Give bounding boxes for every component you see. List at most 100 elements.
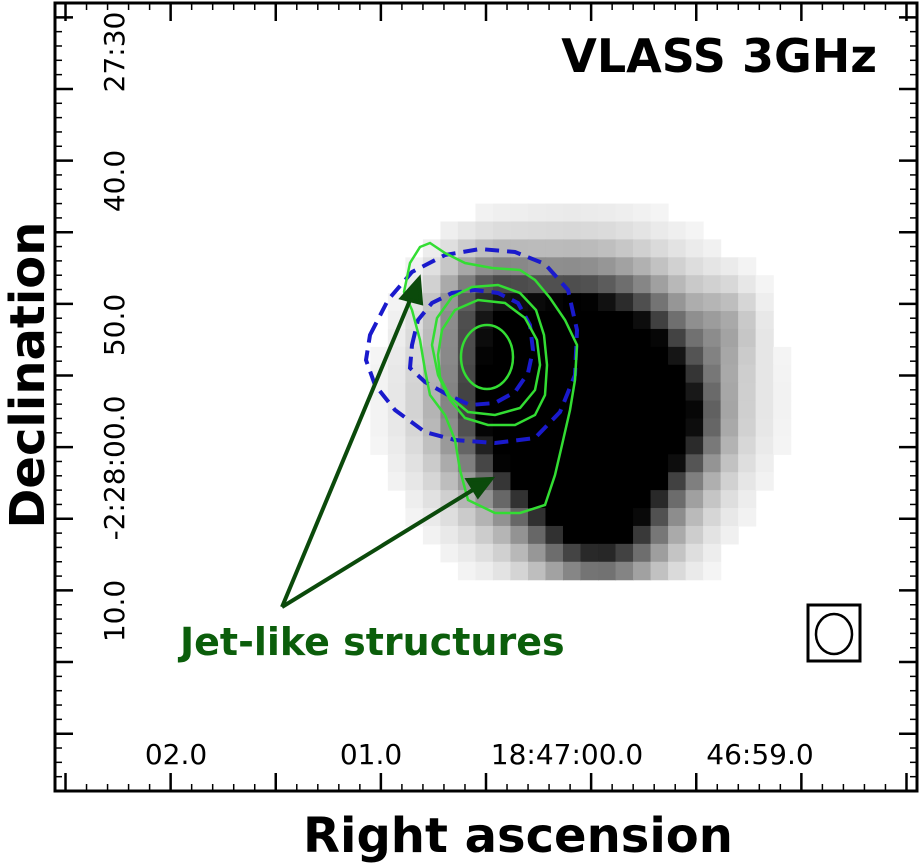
image-pixel bbox=[405, 436, 424, 455]
image-pixel bbox=[650, 257, 669, 276]
image-pixel bbox=[703, 257, 722, 276]
image-pixel bbox=[422, 418, 441, 437]
image-pixel bbox=[598, 257, 617, 276]
jet-annotation: Jet-like structures bbox=[177, 620, 565, 664]
image-pixel bbox=[598, 472, 617, 491]
image-pixel bbox=[703, 275, 722, 294]
image-pixel bbox=[475, 525, 494, 545]
image-pixel bbox=[457, 418, 477, 437]
image-pixel bbox=[703, 508, 722, 527]
image-pixel bbox=[755, 346, 774, 366]
image-pixel bbox=[633, 525, 652, 545]
image-pixel bbox=[580, 239, 599, 258]
image-pixel bbox=[545, 275, 564, 294]
image-pixel bbox=[720, 472, 739, 491]
image-pixel bbox=[650, 543, 669, 563]
image-pixel bbox=[387, 454, 406, 473]
image-pixel bbox=[738, 400, 757, 420]
image-pixel bbox=[668, 239, 687, 258]
image-pixel bbox=[703, 400, 722, 420]
image-pixel bbox=[562, 293, 582, 312]
image-pixel bbox=[405, 382, 424, 402]
image-pixel bbox=[492, 490, 512, 509]
image-pixel bbox=[492, 436, 512, 455]
image-pixel bbox=[580, 525, 599, 545]
image-pixel bbox=[615, 418, 634, 437]
image-pixel bbox=[387, 364, 406, 384]
image-pixel bbox=[703, 346, 722, 366]
image-pixel bbox=[633, 239, 652, 258]
image-pixel bbox=[703, 382, 722, 402]
image-pixel bbox=[650, 293, 669, 312]
image-pixel bbox=[440, 525, 459, 545]
image-pixel bbox=[703, 472, 722, 491]
image-pixel bbox=[580, 472, 599, 491]
image-pixel bbox=[668, 454, 687, 473]
image-pixel bbox=[703, 543, 722, 563]
image-pixel bbox=[457, 221, 477, 240]
image-pixel bbox=[457, 508, 477, 527]
image-pixel bbox=[422, 346, 441, 366]
image-pixel bbox=[650, 561, 669, 581]
image-pixel bbox=[720, 257, 739, 276]
image-pixel bbox=[492, 328, 512, 348]
image-pixel bbox=[650, 239, 669, 258]
image-pixel bbox=[598, 382, 617, 402]
comparison-contour-inner bbox=[407, 287, 536, 408]
image-pixel bbox=[668, 382, 687, 402]
image-pixel bbox=[633, 311, 652, 330]
image-pixel bbox=[720, 382, 739, 402]
image-pixel bbox=[422, 472, 441, 491]
image-pixel bbox=[580, 418, 599, 437]
image-pixel bbox=[422, 454, 441, 473]
image-pixel bbox=[615, 436, 634, 455]
x-tick-label: 01.0 bbox=[340, 738, 402, 771]
y-tick-label: 27:30 bbox=[98, 12, 131, 93]
image-pixel bbox=[668, 472, 687, 491]
image-pixel bbox=[562, 346, 582, 366]
image-pixel bbox=[703, 364, 722, 384]
image-pixel bbox=[562, 257, 582, 276]
arrow-head-south bbox=[464, 476, 496, 500]
image-pixel bbox=[457, 382, 477, 402]
image-pixel bbox=[527, 525, 547, 545]
image-pixel bbox=[562, 525, 582, 545]
image-pixel bbox=[773, 382, 792, 402]
image-pixel bbox=[668, 525, 687, 545]
image-pixel bbox=[545, 490, 564, 509]
image-pixel bbox=[457, 311, 477, 330]
image-pixel bbox=[440, 508, 459, 527]
image-pixel bbox=[440, 472, 459, 491]
image-pixel bbox=[475, 239, 494, 258]
image-pixel bbox=[738, 346, 757, 366]
image-pixel bbox=[615, 239, 634, 258]
radio-contours bbox=[402, 241, 579, 515]
image-pixel bbox=[492, 311, 512, 330]
image-pixel bbox=[492, 418, 512, 437]
image-pixel bbox=[685, 454, 704, 473]
image-pixel bbox=[562, 454, 582, 473]
image-pixel bbox=[562, 203, 582, 223]
image-pixel bbox=[755, 454, 774, 473]
image-pixel bbox=[703, 561, 722, 581]
image-pixel bbox=[650, 436, 669, 455]
image-pixel bbox=[685, 364, 704, 384]
image-pixel bbox=[562, 561, 582, 581]
image-pixel bbox=[633, 203, 652, 223]
image-pixel bbox=[773, 418, 792, 437]
image-pixel bbox=[755, 400, 774, 420]
image-pixel bbox=[510, 543, 529, 563]
image-pixel bbox=[755, 418, 774, 437]
image-pixel bbox=[685, 418, 704, 437]
image-pixel bbox=[580, 382, 599, 402]
y-tick-labels: 27:30 40.0 50.0 -2:28:00.0 10.0 bbox=[98, 12, 131, 643]
image-pixel bbox=[475, 508, 494, 527]
image-pixel bbox=[755, 328, 774, 348]
image-pixel bbox=[475, 293, 494, 312]
image-pixel bbox=[615, 490, 634, 509]
image-pixel bbox=[720, 364, 739, 384]
image-pixel bbox=[685, 239, 704, 258]
image-pixel bbox=[510, 311, 529, 330]
image-pixel bbox=[685, 257, 704, 276]
